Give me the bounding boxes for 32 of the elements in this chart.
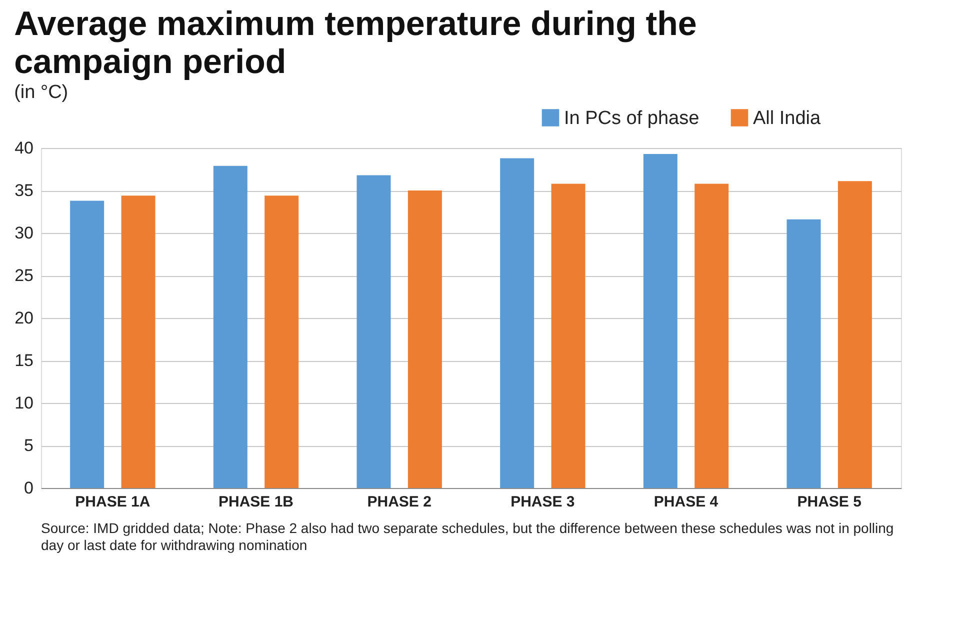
bar bbox=[121, 196, 156, 488]
chart-subtitle: (in °C) bbox=[14, 82, 68, 103]
y-tick-label: 5 bbox=[24, 436, 34, 455]
x-tick-label: PHASE 3 bbox=[510, 494, 575, 510]
y-tick-label: 30 bbox=[14, 224, 34, 242]
y-tick-label: 20 bbox=[14, 308, 34, 328]
x-tick-label: PHASE 4 bbox=[654, 494, 719, 510]
y-tick-label: 0 bbox=[24, 478, 34, 498]
bar bbox=[838, 181, 872, 488]
x-tick-label: PHASE 5 bbox=[797, 494, 862, 510]
y-tick-label: 40 bbox=[14, 138, 34, 158]
bar bbox=[694, 184, 729, 488]
legend-label: All India bbox=[753, 108, 822, 129]
x-tick-label: PHASE 1A bbox=[75, 494, 150, 510]
bar bbox=[551, 184, 586, 488]
legend-label: In PCs of phase bbox=[564, 108, 700, 129]
bar bbox=[643, 154, 678, 488]
source-note: Source: IMD gridded data; Note: Phase 2 also had two separate schedules, but the difference between these schedules was not in polling day or last date for withdrawing nomination bbox=[41, 520, 894, 553]
bar bbox=[70, 200, 104, 488]
bar bbox=[264, 196, 299, 488]
bar bbox=[213, 166, 248, 488]
bar bbox=[356, 175, 391, 488]
bar bbox=[408, 190, 442, 488]
chart-title: Average maximum temperature during the campaign period bbox=[14, 5, 697, 81]
bar bbox=[786, 219, 821, 488]
y-tick-label: 10 bbox=[14, 394, 34, 412]
y-tick-label: 35 bbox=[14, 181, 34, 200]
x-tick-label: PHASE 2 bbox=[367, 494, 432, 510]
y-tick-label: 15 bbox=[14, 351, 34, 370]
x-tick-label: PHASE 1B bbox=[218, 494, 294, 510]
bar bbox=[500, 158, 534, 488]
y-tick-label: 25 bbox=[14, 266, 34, 285]
